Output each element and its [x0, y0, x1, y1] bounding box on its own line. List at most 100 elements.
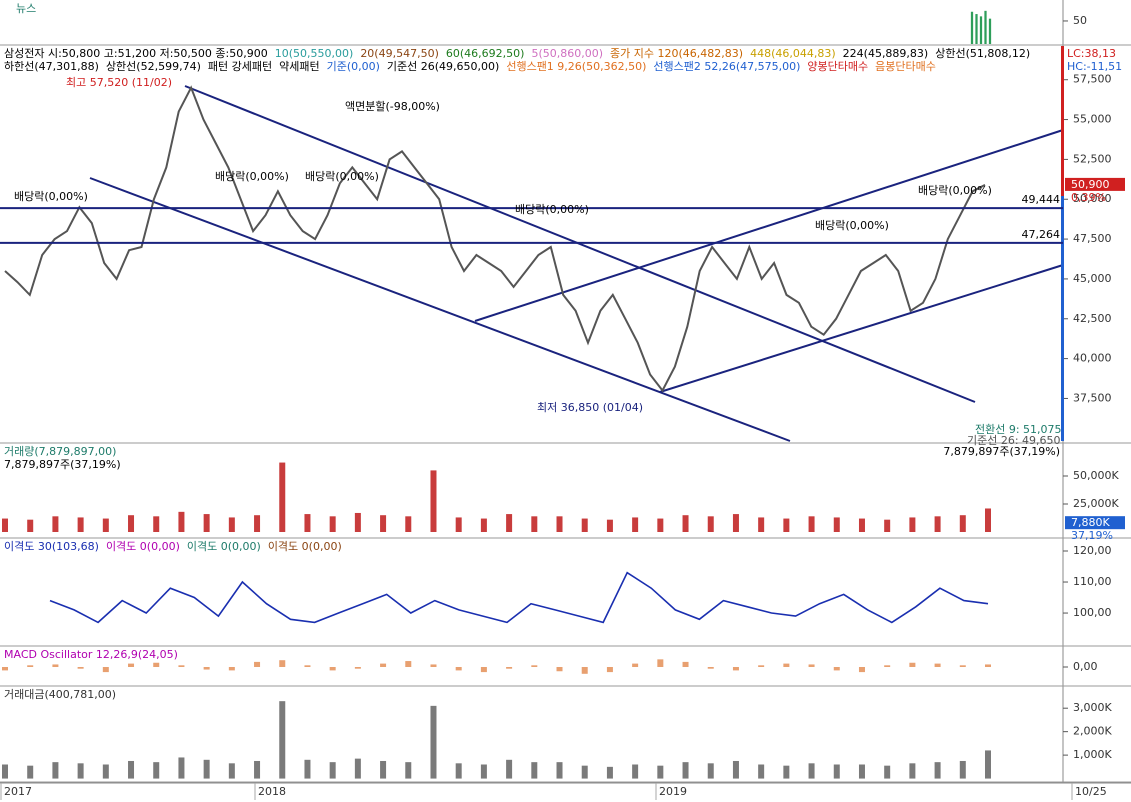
bar — [480, 764, 487, 779]
bar — [380, 760, 387, 779]
bar — [833, 764, 840, 779]
legend-row: 삼성전자 시:50,800 고:51,200 저:50,500 종:50,900… — [4, 47, 1037, 60]
trendlines — [89, 85, 1064, 442]
bar — [581, 667, 588, 674]
bar — [430, 705, 437, 779]
bar — [354, 512, 361, 533]
legend-item: 상한선(52,599,74) — [105, 60, 201, 73]
y-tick-label: 55,000 — [1073, 113, 1112, 126]
bar — [606, 667, 613, 673]
bar — [884, 665, 891, 667]
last-value-box — [1065, 516, 1125, 530]
bar — [128, 663, 135, 667]
price-scale-bar — [1061, 196, 1064, 441]
bar — [985, 750, 991, 779]
legend-row: 이격도 30(103,68) 이격도 0(0,00) 이격도 0(0,00) 이격도 … — [4, 540, 349, 553]
bar — [52, 762, 59, 779]
bar — [808, 664, 815, 667]
bar — [985, 664, 991, 667]
bar — [228, 763, 235, 779]
annotation: 배당락(0,00%) — [815, 219, 889, 232]
bar — [27, 765, 34, 779]
bar — [985, 508, 991, 533]
bar — [783, 663, 790, 667]
annotation: 배당락(0,00%) — [14, 190, 88, 203]
legend-item: 7,879,897주(37,19%) — [4, 458, 121, 471]
bar — [732, 514, 739, 533]
bar — [27, 665, 34, 667]
x-tick-label: 2017 — [4, 785, 32, 798]
bar — [858, 518, 865, 533]
legend-item: 선행스팬2 52,26(47,575,00) — [653, 60, 801, 73]
x-tick-label: 2019 — [659, 785, 687, 798]
bar — [203, 667, 210, 670]
legend-item: 거래량(7,879,897,00) — [4, 445, 117, 458]
bar — [455, 763, 462, 779]
annotation: 기준선 26: 49,650 — [967, 434, 1061, 447]
bar — [254, 515, 261, 533]
legend-item: 선행스팬1 9,26(50,362,50) — [506, 60, 647, 73]
y-tick-label: 37,500 — [1073, 391, 1112, 404]
bar — [102, 667, 109, 673]
bar — [909, 517, 916, 533]
bar — [2, 667, 8, 671]
legend-row: 거래량(7,879,897,00) — [4, 445, 123, 458]
x-tick-label: 10/25 — [1075, 785, 1107, 798]
bar — [732, 667, 739, 671]
bar — [279, 660, 286, 667]
legend-item: MACD Oscillator 12,26,9(24,05) — [4, 648, 178, 661]
bar — [506, 514, 513, 533]
bar — [77, 517, 84, 533]
bar — [884, 765, 891, 779]
bar — [959, 515, 966, 533]
bar — [581, 765, 588, 779]
legend-item: 거래대금(400,781,00) — [4, 688, 117, 701]
price-scale-bar — [1061, 46, 1064, 196]
last-value-label: 7,880K — [1071, 516, 1110, 529]
bar — [531, 762, 538, 779]
bar — [531, 665, 538, 667]
bar — [758, 665, 765, 667]
line — [49, 571, 989, 624]
annotation: 배당락(0,00%) — [515, 203, 589, 216]
bar — [808, 763, 815, 779]
bar — [178, 757, 185, 779]
bar — [909, 662, 916, 667]
legend-item: 224(45,889,83) — [842, 47, 929, 60]
y-tick-label: 45,000 — [1073, 272, 1112, 285]
legend-item: 기준선 26(49,650,00) — [386, 60, 500, 73]
side-label: LC:38,13 — [1067, 47, 1116, 60]
y-tick-label: 2,000K — [1073, 725, 1112, 738]
bar — [52, 664, 59, 667]
legend-item: 양봉단타매수 — [807, 60, 869, 73]
bar — [102, 518, 109, 533]
bar — [581, 518, 588, 533]
bar — [556, 762, 563, 779]
bar — [833, 517, 840, 533]
bar — [959, 665, 966, 667]
annotation: 배당락(0,00%) — [305, 170, 379, 183]
bar — [455, 667, 462, 671]
bar — [934, 516, 941, 533]
bar — [329, 667, 336, 671]
bar — [934, 663, 941, 667]
bar — [682, 762, 689, 779]
bar — [979, 16, 983, 44]
bar — [556, 516, 563, 533]
bar — [657, 518, 664, 533]
legend-item: 기준(0,00) — [326, 60, 380, 73]
bar — [984, 10, 987, 45]
bar — [707, 763, 714, 779]
legend-item: 5(50,860,00) — [531, 47, 604, 60]
y-tick-label: 100,00 — [1073, 606, 1112, 619]
legend-item: 이격도 0(0,00) — [267, 540, 342, 553]
bar — [380, 515, 387, 533]
y-tick-label: 57,500 — [1073, 73, 1112, 86]
bar — [77, 667, 84, 669]
panel-title: 뉴스 — [16, 2, 36, 15]
bar — [606, 766, 613, 779]
y-tick-label: 3,000K — [1073, 701, 1112, 714]
bar — [707, 516, 714, 533]
trendline — [659, 264, 1064, 393]
